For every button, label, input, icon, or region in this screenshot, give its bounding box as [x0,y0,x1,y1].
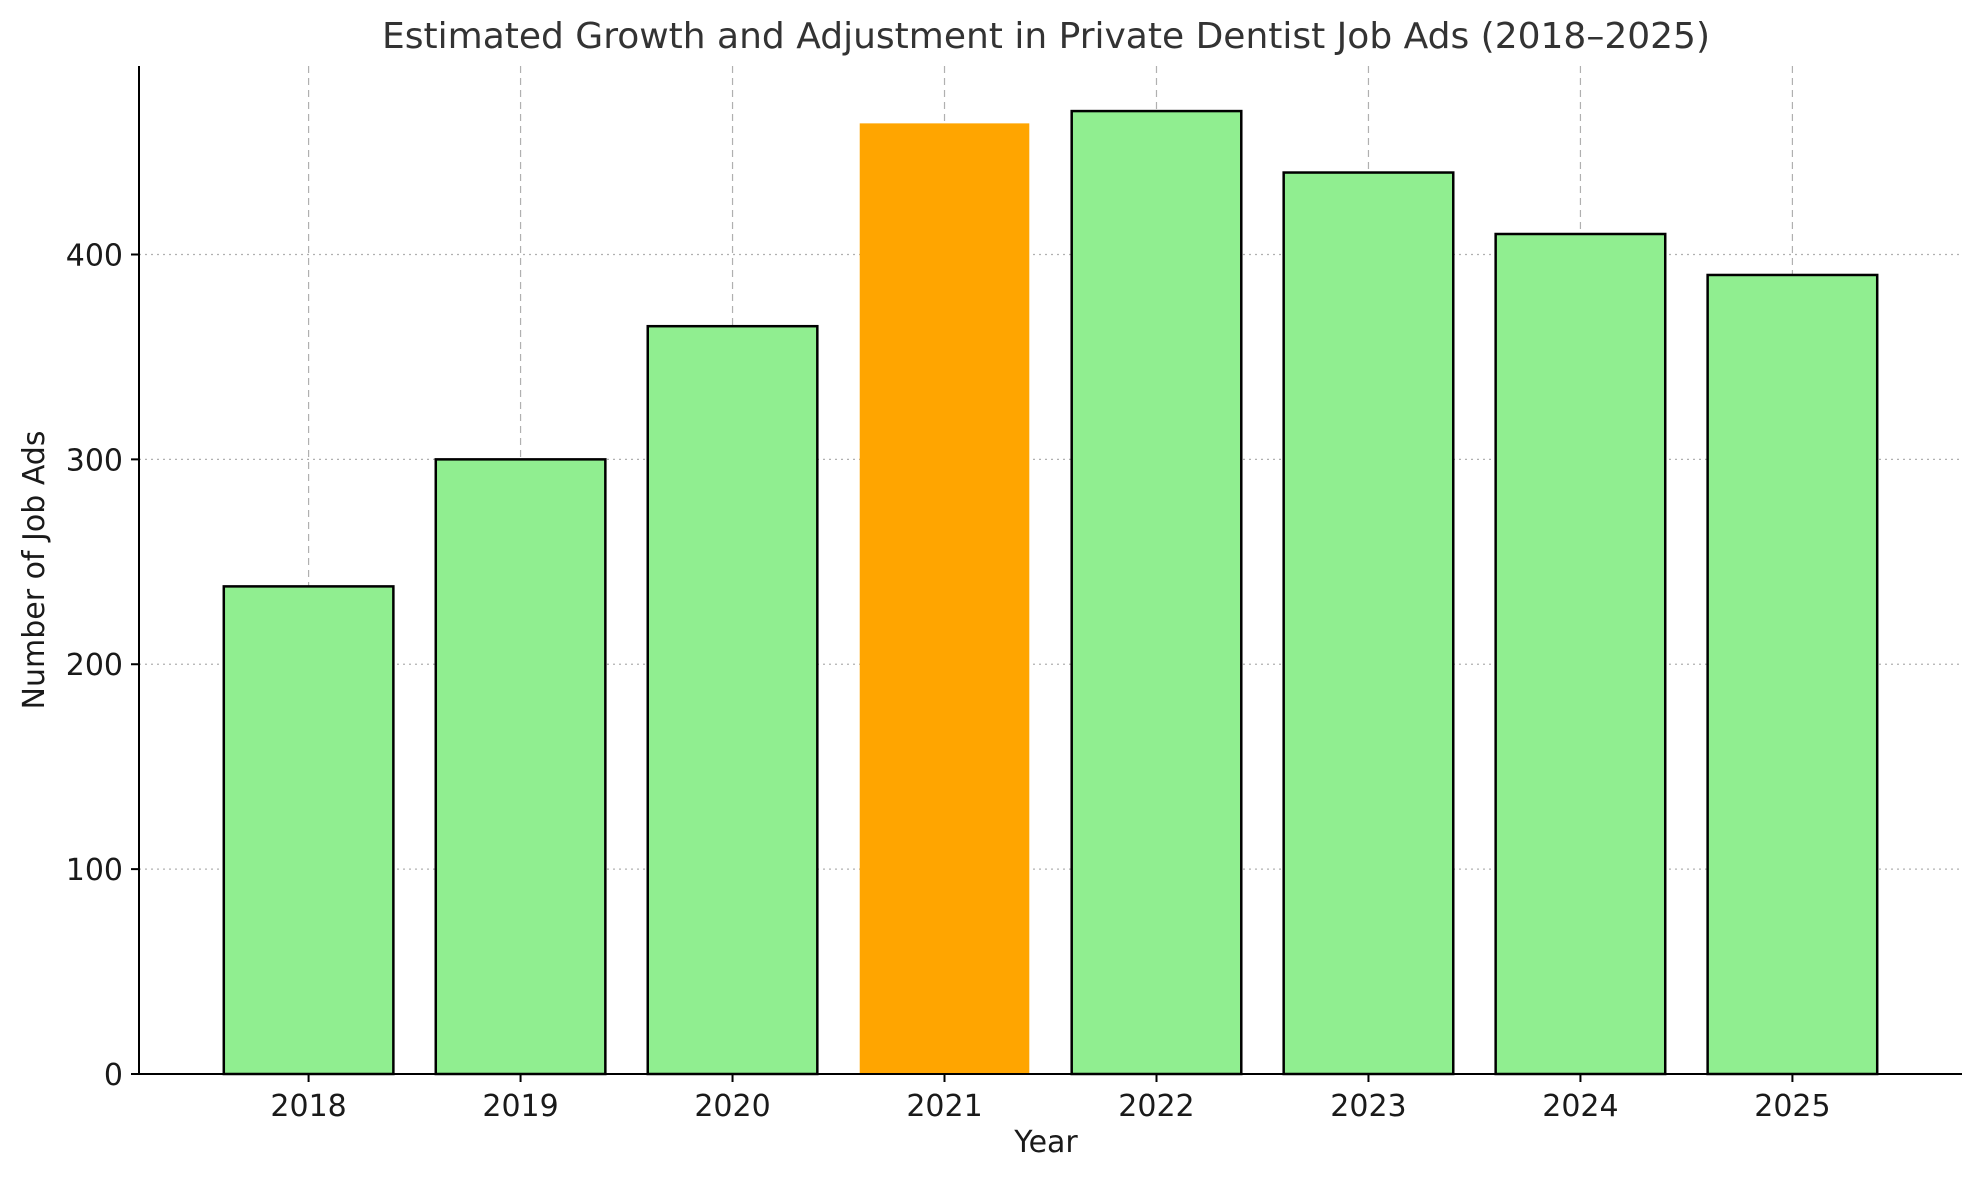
x-tick-label-2018: 2018 [270,1089,346,1124]
tick-labels: 2018 2019 2020 2021 2022 2023 2024 2025 0 100 200 3… [66,238,1831,1124]
y-axis-label: Number of Job Ads [17,431,52,710]
x-tick-label-2023: 2023 [1330,1089,1406,1124]
x-tick-label-2024: 2024 [1542,1089,1618,1124]
axes [131,66,1962,1082]
x-tick-label-2019: 2019 [482,1089,558,1124]
y-tick-label-100: 100 [66,853,123,888]
bar-2020 [646,324,819,1076]
bar-2022 [1070,109,1243,1076]
bar-2019 [434,458,607,1076]
bar-2023 [1282,171,1455,1076]
y-tick-label-300: 300 [66,443,123,478]
x-tick-label-2021: 2021 [906,1089,982,1124]
bars [222,109,1879,1076]
y-tick-label-0: 0 [104,1058,123,1093]
x-tick-label-2022: 2022 [1118,1089,1194,1124]
x-tick-label-2020: 2020 [694,1089,770,1124]
x-axis-label: Year [1013,1125,1078,1160]
bar-2018 [222,585,395,1076]
x-tick-label-2025: 2025 [1754,1089,1830,1124]
bar-2025 [1706,273,1879,1076]
y-tick-label-400: 400 [66,238,123,273]
chart-title: Estimated Growth and Adjustment in Priva… [382,16,1710,57]
bar-2021 [859,123,1030,1075]
bar-2024 [1494,232,1667,1076]
y-tick-label-200: 200 [66,648,123,683]
grid [139,66,1962,1074]
